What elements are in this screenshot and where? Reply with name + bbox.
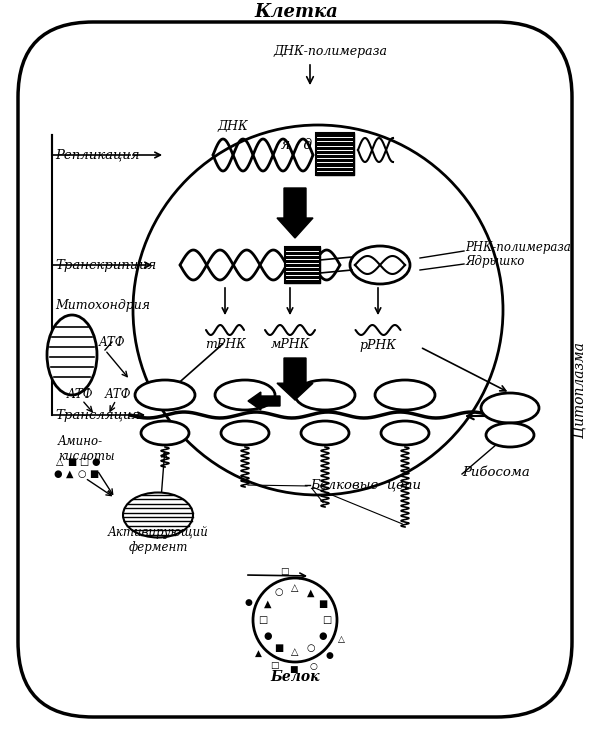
- Ellipse shape: [215, 380, 275, 410]
- Ellipse shape: [381, 421, 429, 445]
- Ellipse shape: [135, 380, 195, 410]
- Text: Белковые  цепи: Белковые цепи: [310, 479, 421, 491]
- Ellipse shape: [486, 423, 534, 447]
- Text: ▲: ▲: [263, 599, 271, 609]
- Ellipse shape: [481, 393, 539, 423]
- Text: △: △: [291, 647, 299, 657]
- Ellipse shape: [133, 125, 503, 495]
- Text: Трансляция: Трансляция: [55, 409, 140, 422]
- Text: ДНК: ДНК: [218, 121, 248, 134]
- Text: △: △: [56, 457, 64, 467]
- Text: АТФ: АТФ: [67, 388, 94, 401]
- Text: ●: ●: [54, 469, 62, 479]
- Text: □: □: [323, 615, 332, 625]
- Text: ДНК-полимераза: ДНК-полимераза: [273, 45, 387, 58]
- Text: ▲: ▲: [307, 587, 315, 597]
- Text: ▲: ▲: [255, 649, 262, 659]
- Ellipse shape: [141, 421, 189, 445]
- Text: ▲: ▲: [66, 469, 74, 479]
- Ellipse shape: [221, 421, 269, 445]
- Ellipse shape: [301, 421, 349, 445]
- Text: мРНК: мРНК: [271, 338, 310, 352]
- Text: □: □: [258, 615, 268, 625]
- Text: Рибосома: Рибосома: [462, 466, 530, 479]
- Text: ○: ○: [309, 662, 317, 671]
- Text: тРНК: тРНК: [205, 338, 245, 352]
- Ellipse shape: [295, 380, 355, 410]
- Text: △: △: [291, 583, 299, 593]
- Text: ●: ●: [244, 598, 252, 607]
- Ellipse shape: [375, 380, 435, 410]
- Text: АТФ: АТФ: [105, 388, 131, 401]
- Text: ■: ■: [289, 665, 298, 675]
- Ellipse shape: [123, 493, 193, 537]
- Ellipse shape: [350, 246, 410, 284]
- Text: Активирующий
фермент: Активирующий фермент: [108, 526, 208, 554]
- Text: я   д   р   о: я д р о: [281, 138, 355, 152]
- Text: □: □: [280, 567, 289, 575]
- Text: Клетка: Клетка: [254, 3, 338, 21]
- Text: ■: ■: [67, 457, 76, 467]
- Text: ●: ●: [92, 457, 100, 467]
- Text: ●: ●: [263, 631, 272, 641]
- Bar: [316, 133, 354, 175]
- FancyBboxPatch shape: [18, 22, 572, 717]
- Text: Цитоплазма: Цитоплазма: [572, 342, 586, 438]
- Text: Ядрышко: Ядрышко: [465, 256, 525, 268]
- Text: ■: ■: [274, 643, 284, 653]
- Text: □: □: [79, 457, 89, 467]
- Text: △: △: [337, 635, 345, 644]
- Text: ○: ○: [307, 643, 316, 653]
- Text: ○: ○: [78, 469, 86, 479]
- Text: Белок: Белок: [271, 670, 320, 684]
- Text: Транскрипция: Транскрипция: [55, 259, 156, 271]
- Text: ■: ■: [89, 469, 99, 479]
- Bar: [316, 133, 354, 175]
- Text: ○: ○: [275, 587, 283, 597]
- Text: рРНК: рРНК: [359, 338, 397, 352]
- Text: Митохондрия: Митохондрия: [55, 298, 150, 311]
- Text: ●: ●: [326, 651, 334, 660]
- Text: Репликация: Репликация: [55, 148, 140, 162]
- Text: □: □: [270, 661, 278, 670]
- Text: Амино-
кислоты: Амино- кислоты: [58, 435, 115, 463]
- Polygon shape: [277, 358, 313, 400]
- Polygon shape: [248, 392, 280, 410]
- Text: АТФ: АТФ: [99, 336, 126, 349]
- Text: ■: ■: [318, 599, 327, 609]
- Ellipse shape: [47, 315, 97, 395]
- Polygon shape: [277, 188, 313, 238]
- Bar: [285, 247, 320, 283]
- Text: РНК-полимераза: РНК-полимераза: [465, 241, 571, 254]
- Bar: [285, 247, 320, 283]
- Text: ●: ●: [318, 631, 327, 641]
